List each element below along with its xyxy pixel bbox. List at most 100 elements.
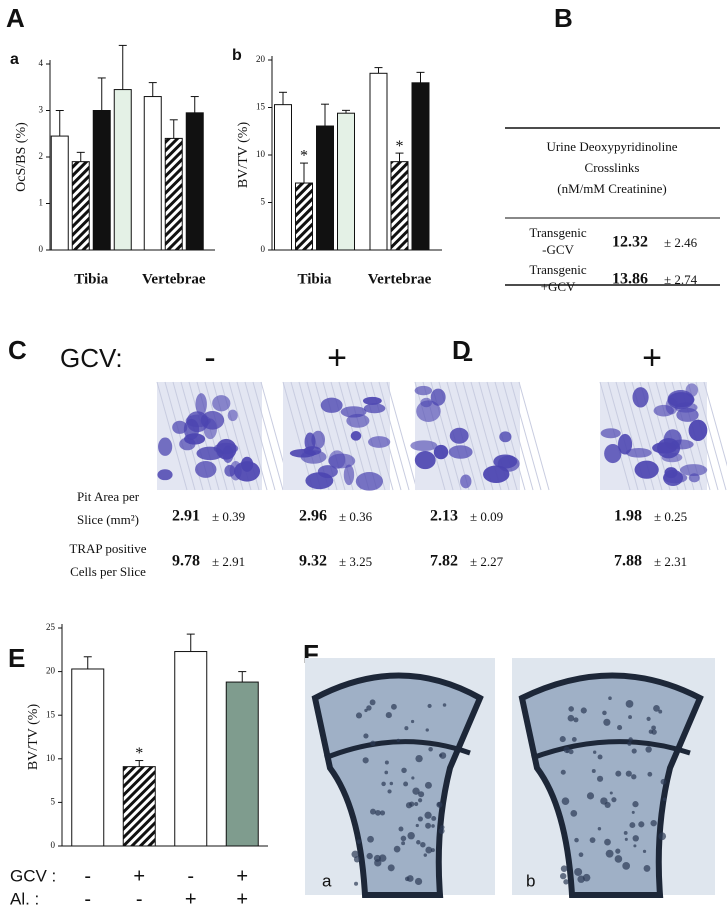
measure-sd: ± 0.09 <box>470 509 503 524</box>
trabecula <box>609 791 613 795</box>
cell <box>617 433 633 455</box>
micrograph <box>282 381 418 491</box>
trabecula <box>604 801 611 809</box>
bar <box>92 110 111 251</box>
y-tick-label: 10 <box>256 149 266 159</box>
trabecula <box>379 810 386 816</box>
condition-sign: - <box>84 865 91 887</box>
trabecula <box>574 837 579 843</box>
y-tick-label: 5 <box>261 197 266 207</box>
condition-sign: - <box>84 888 91 910</box>
error-bar <box>416 71 425 83</box>
trabecula <box>568 749 574 755</box>
trabecula <box>436 801 443 808</box>
cell <box>652 442 677 454</box>
measure-value: 7.88 <box>614 553 642 570</box>
cell <box>320 397 343 413</box>
cell <box>688 419 708 442</box>
trabecula <box>424 811 432 819</box>
trabecula <box>597 827 602 831</box>
trabecula <box>658 832 667 841</box>
error-bar <box>186 633 195 652</box>
texture <box>454 381 486 491</box>
cell <box>328 450 346 469</box>
y-tick-label: 1 <box>39 198 44 208</box>
trabecula <box>353 856 361 863</box>
cell <box>195 393 207 416</box>
bar <box>390 161 409 251</box>
measure-sd: ± 2.27 <box>470 554 504 569</box>
bar <box>71 668 105 847</box>
histology-image <box>305 658 495 898</box>
condition-label: GCV : <box>10 866 56 885</box>
trabecula <box>425 846 433 854</box>
measure-sd: ± 2.91 <box>212 554 245 569</box>
trabecula <box>623 831 628 835</box>
trabecula <box>404 876 410 882</box>
trabecula <box>370 808 376 815</box>
cell <box>499 431 512 443</box>
trabecula <box>438 828 445 835</box>
texture <box>386 381 418 491</box>
trabecula <box>611 797 617 803</box>
trabecula <box>589 837 596 844</box>
cell <box>172 420 188 434</box>
trabecula <box>366 852 373 860</box>
trabecula <box>415 823 419 828</box>
cell <box>346 413 370 428</box>
texture <box>510 381 542 491</box>
trabecula <box>646 716 651 721</box>
bar <box>174 651 208 847</box>
error-bar <box>83 656 92 669</box>
condition-label: GCV: <box>60 343 123 373</box>
trabecula <box>602 710 607 716</box>
cell <box>430 388 446 406</box>
bar <box>225 681 259 847</box>
trabecula <box>387 864 395 872</box>
texture <box>378 381 410 491</box>
trabecula <box>574 867 583 876</box>
trabecula <box>414 801 419 807</box>
y-tick-label: 25 <box>46 622 56 632</box>
error-bar <box>238 671 247 683</box>
row-label: -GCV <box>542 242 574 257</box>
annotation: * <box>300 148 308 165</box>
bar <box>274 104 292 251</box>
error-bar <box>321 103 329 127</box>
trabecula <box>563 746 570 753</box>
texture <box>244 381 276 491</box>
trabecula <box>389 781 394 786</box>
cell <box>674 402 698 413</box>
trabecula <box>410 719 415 724</box>
panel-label: A <box>6 3 25 33</box>
texture <box>703 381 727 467</box>
cell <box>632 387 649 408</box>
cell <box>196 446 224 461</box>
trabecula <box>631 774 637 780</box>
error-bar <box>135 760 144 767</box>
row-label: Slice (mm²) <box>77 512 139 527</box>
annotation: * <box>135 745 143 762</box>
trabecula <box>617 725 623 731</box>
trabecula <box>631 810 635 814</box>
trabecula <box>396 738 400 743</box>
trabecula <box>420 842 426 848</box>
condition-sign: + <box>133 865 145 887</box>
bar <box>50 135 69 251</box>
table-header: Urine Deoxypyridinoline <box>546 139 677 154</box>
y-tick-label: 0 <box>261 244 266 254</box>
trabecula <box>354 881 359 886</box>
trabecula <box>662 797 667 802</box>
cell <box>433 444 449 460</box>
y-tick-label: 4 <box>39 58 44 68</box>
trabecula <box>573 717 579 723</box>
y-tick-label: 15 <box>256 102 266 112</box>
trabecula <box>404 726 409 731</box>
cell <box>497 455 520 472</box>
measure-sd: ± 0.39 <box>212 509 245 524</box>
image-label: a <box>322 871 332 890</box>
trabecula <box>596 775 604 782</box>
condition-sign: + <box>236 888 248 910</box>
trabecula <box>591 769 596 773</box>
trabecula <box>442 703 447 707</box>
